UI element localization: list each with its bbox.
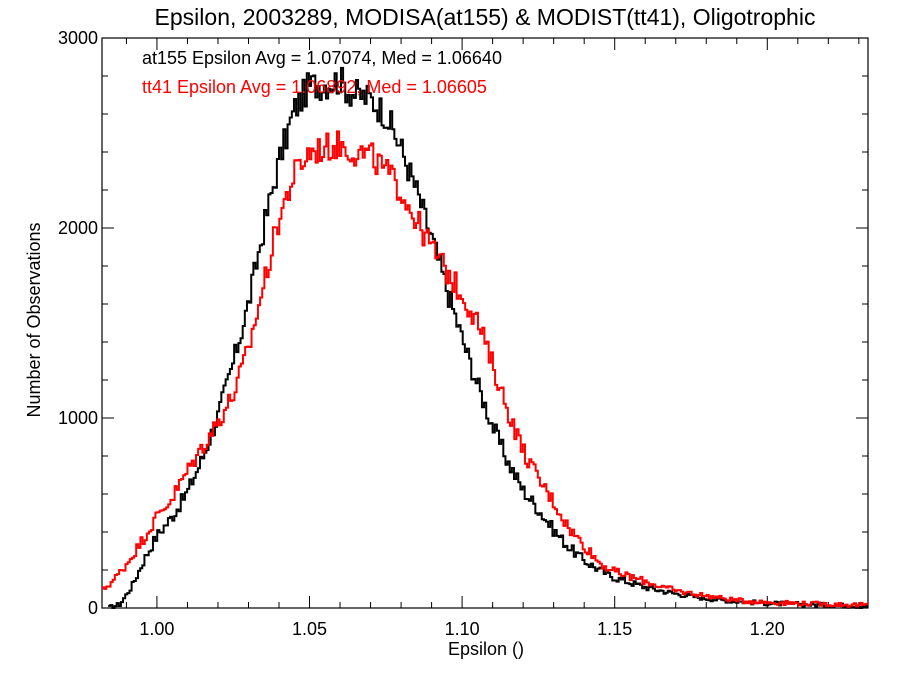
series-histogram xyxy=(102,130,868,608)
x-tick-label: 1.20 xyxy=(750,619,785,639)
x-axis-title: Epsilon () xyxy=(448,639,524,659)
annotation-layer: at155 Epsilon Avg = 1.07074, Med = 1.066… xyxy=(142,48,502,97)
y-tick-label: 3000 xyxy=(58,28,98,48)
x-tick-label: 1.00 xyxy=(139,619,174,639)
y-tick-label: 0 xyxy=(88,598,98,618)
y-tick-label: 2000 xyxy=(58,218,98,238)
plot-frame-layer xyxy=(101,37,869,609)
series-layer xyxy=(102,66,868,609)
series-stats-label: tt41 Epsilon Avg = 1.06892, Med = 1.0660… xyxy=(142,77,487,97)
series-line xyxy=(102,130,868,608)
series-line xyxy=(108,66,868,609)
chart-title: Epsilon, 2003289, MODISA(at155) & MODIST… xyxy=(155,4,816,30)
series-stats-label: at155 Epsilon Avg = 1.07074, Med = 1.066… xyxy=(142,48,502,68)
x-tick-label: 1.10 xyxy=(445,619,480,639)
plot-frame xyxy=(101,37,869,609)
y-axis-title: Number of Observations xyxy=(24,222,44,417)
y-tick-label: 1000 xyxy=(58,408,98,428)
x-tick-label: 1.05 xyxy=(292,619,327,639)
series-histogram xyxy=(108,66,868,609)
x-tick-label: 1.15 xyxy=(597,619,632,639)
ticks-layer: 1.00 1.05 1.10 1.15 1.20 0 1000 2000 3000 xyxy=(58,28,868,639)
